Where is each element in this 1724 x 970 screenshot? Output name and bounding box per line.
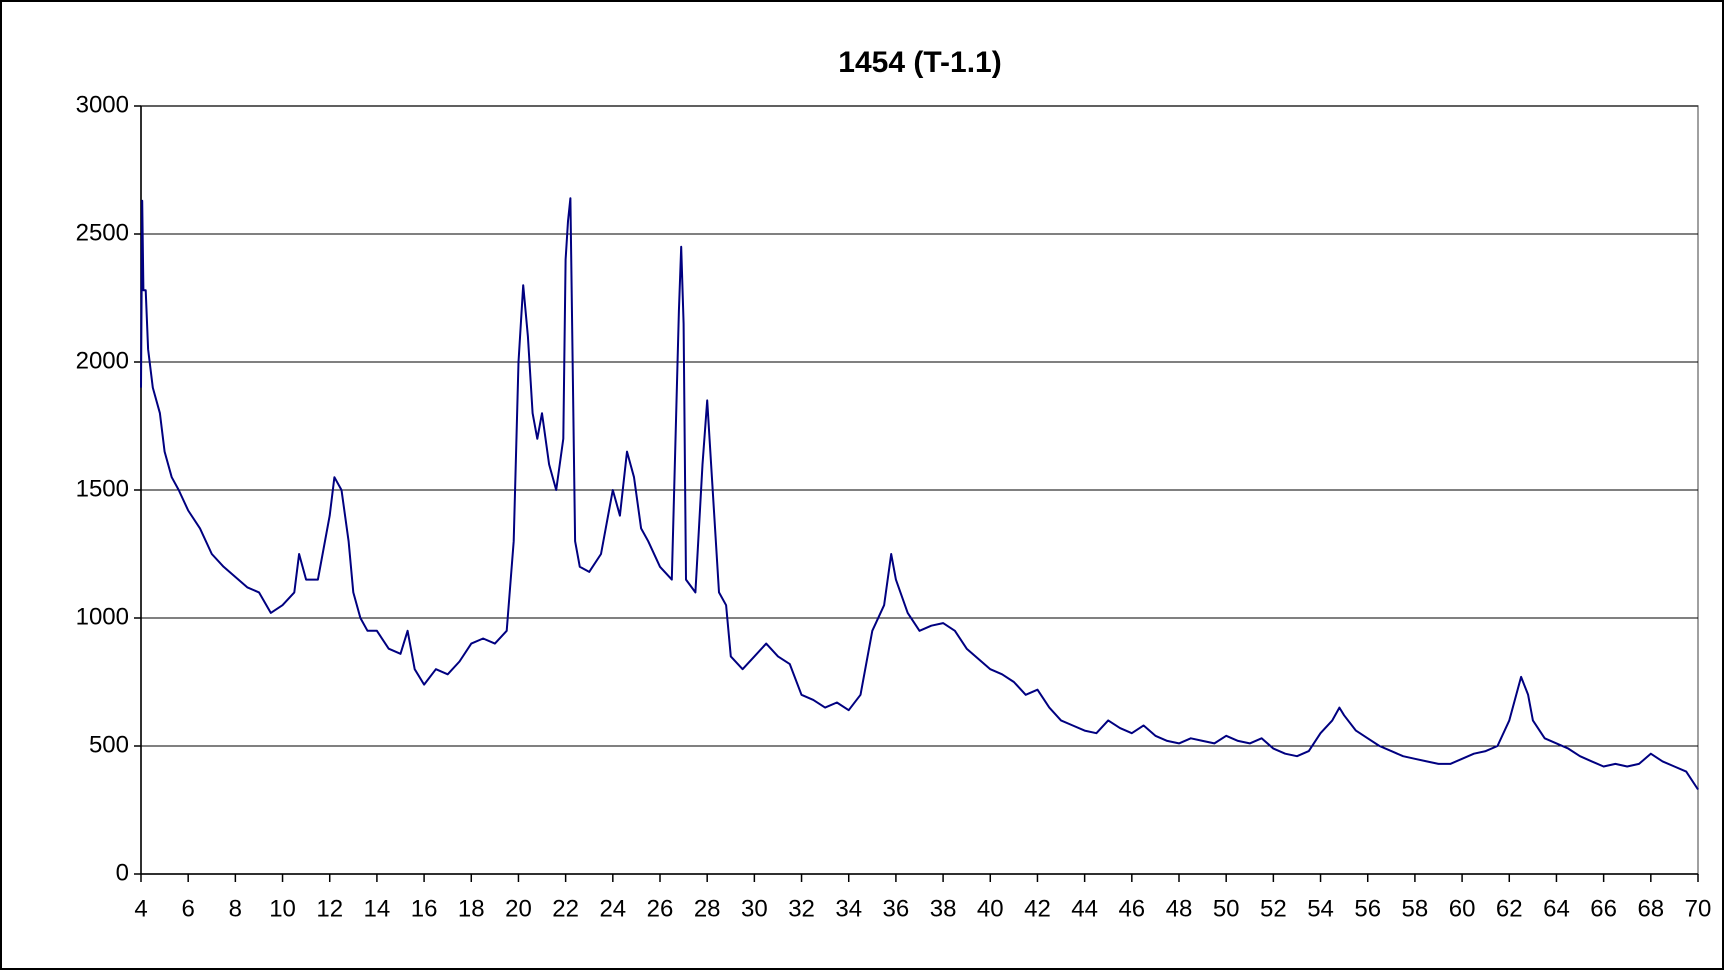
x-tick-label: 38 bbox=[930, 895, 957, 922]
x-tick-label: 16 bbox=[411, 895, 438, 922]
x-tick-label: 54 bbox=[1307, 895, 1334, 922]
y-tick-label: 0 bbox=[116, 859, 129, 886]
x-tick-label: 26 bbox=[647, 895, 674, 922]
x-tick-label: 40 bbox=[977, 895, 1004, 922]
x-tick-label: 12 bbox=[316, 895, 343, 922]
x-tick-label: 36 bbox=[883, 895, 910, 922]
x-tick-label: 58 bbox=[1402, 895, 1429, 922]
x-tick-label: 44 bbox=[1071, 895, 1098, 922]
x-tick-label: 24 bbox=[599, 895, 626, 922]
x-tick-label: 22 bbox=[552, 895, 579, 922]
y-tick-label: 2000 bbox=[76, 347, 129, 374]
x-tick-label: 34 bbox=[835, 895, 862, 922]
x-tick-label: 18 bbox=[458, 895, 485, 922]
x-tick-label: 66 bbox=[1590, 895, 1617, 922]
x-tick-label: 30 bbox=[741, 895, 768, 922]
x-tick-label: 46 bbox=[1118, 895, 1145, 922]
x-tick-label: 28 bbox=[694, 895, 721, 922]
y-tick-label: 1500 bbox=[76, 475, 129, 502]
y-tick-label: 500 bbox=[89, 731, 129, 758]
x-tick-label: 32 bbox=[788, 895, 815, 922]
x-tick-label: 60 bbox=[1449, 895, 1476, 922]
x-tick-label: 42 bbox=[1024, 895, 1051, 922]
x-tick-label: 56 bbox=[1354, 895, 1381, 922]
x-tick-label: 6 bbox=[182, 895, 195, 922]
x-tick-label: 52 bbox=[1260, 895, 1287, 922]
y-tick-label: 3000 bbox=[76, 91, 129, 118]
x-tick-label: 4 bbox=[134, 895, 147, 922]
x-tick-label: 48 bbox=[1166, 895, 1193, 922]
data-line bbox=[140, 197, 1699, 791]
y-tick-label: 1000 bbox=[76, 603, 129, 630]
x-tick-label: 70 bbox=[1685, 895, 1712, 922]
x-tick-label: 50 bbox=[1213, 895, 1240, 922]
x-tick-label: 64 bbox=[1543, 895, 1570, 922]
x-tick-label: 62 bbox=[1496, 895, 1523, 922]
x-tick-label: 8 bbox=[229, 895, 242, 922]
x-tick-label: 10 bbox=[269, 895, 296, 922]
y-tick-label: 2500 bbox=[76, 219, 129, 246]
x-tick-label: 68 bbox=[1637, 895, 1664, 922]
x-tick-label: 20 bbox=[505, 895, 532, 922]
chart-title: 1454 (T-1.1) bbox=[838, 46, 1001, 79]
x-tick-label: 14 bbox=[364, 895, 391, 922]
